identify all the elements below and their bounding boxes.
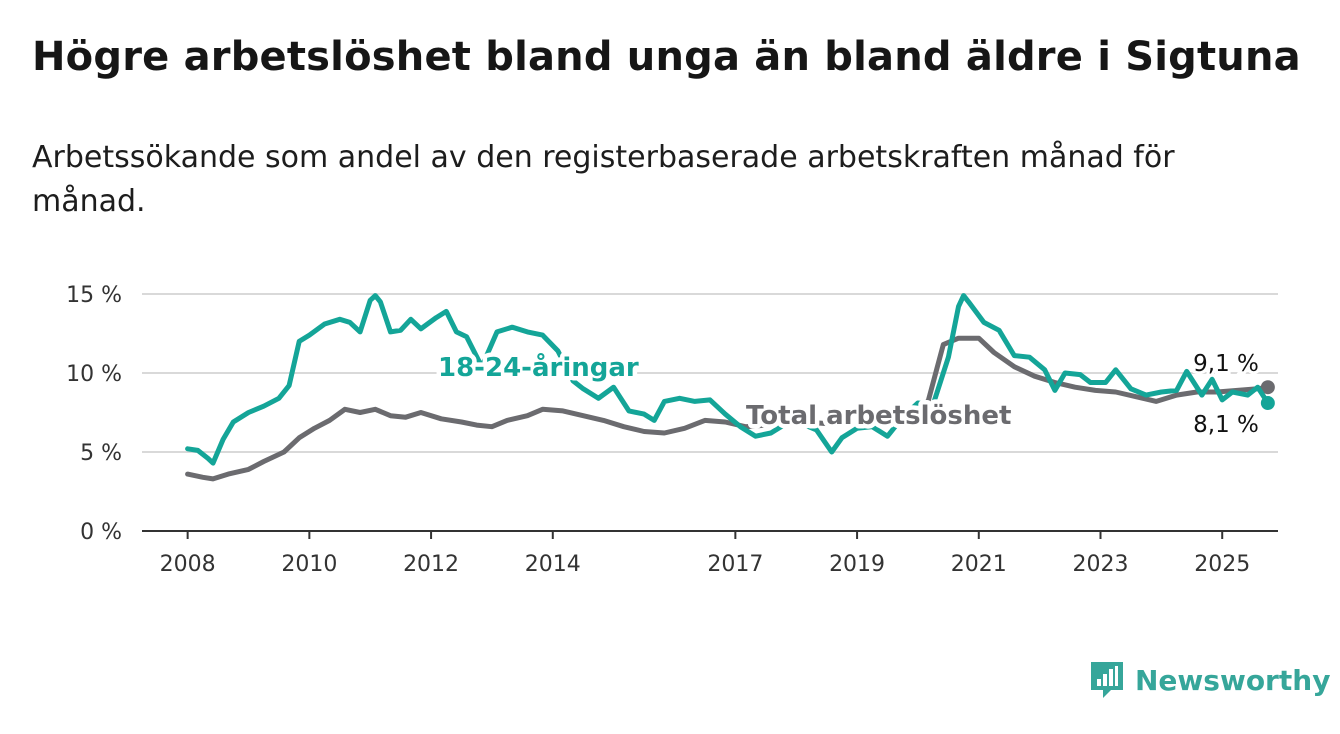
end-label-young: 8,1 % [1193,412,1259,438]
grid-lines [142,293,1278,453]
chart-subtitle: Arbetssökande som andel av den registerb… [32,140,1175,219]
end-point-total [1260,380,1275,395]
series-lines [185,293,1275,482]
chart-title: Högre arbetslöshet bland unga än bland ä… [32,34,1301,80]
y-tick-label: 10 % [66,362,122,387]
newsworthy-logo-icon [1091,662,1123,698]
end-point-young [1260,396,1275,411]
x-tick-label: 2010 [281,552,337,577]
end-label-total: 9,1 % [1193,351,1259,377]
y-tick-label: 5 % [80,441,122,466]
newsworthy-logo: Newsworthy [1089,660,1330,700]
y-tick-label: 0 % [80,520,122,545]
series-label-total: Total arbetslöshet [746,401,1011,431]
x-axis: 2008 2010 2012 2014 2017 2019 2021 2023 2025 [142,530,1278,577]
x-tick-label: 2014 [525,552,581,577]
line-chart: 0 %5 %10 %15 % 2008 2010 2012 2014 2017 2019 2… [66,283,1278,577]
series-labels: 18-24-åringar Total arbetslöshet 9,1 % 8,1 … [434,347,1262,442]
series-line-young [185,293,1271,466]
x-tick-label: 2023 [1073,552,1129,577]
y-axis-ticks: 0 % 5 % 10 % 15 % [66,283,122,545]
x-tick-label: 2019 [829,552,885,577]
x-tick-label: 2017 [707,552,763,577]
brand-name: Newsworthy [1135,663,1331,697]
series-label-young: 18-24-åringar [438,351,639,383]
x-tick-label: 2012 [403,552,459,577]
x-tick-label: 2021 [951,552,1007,577]
x-tick-label: 2008 [160,552,216,577]
x-tick-label: 2025 [1194,552,1250,577]
y-tick-label: 15 % [66,283,122,308]
series-line-total [185,335,1271,482]
